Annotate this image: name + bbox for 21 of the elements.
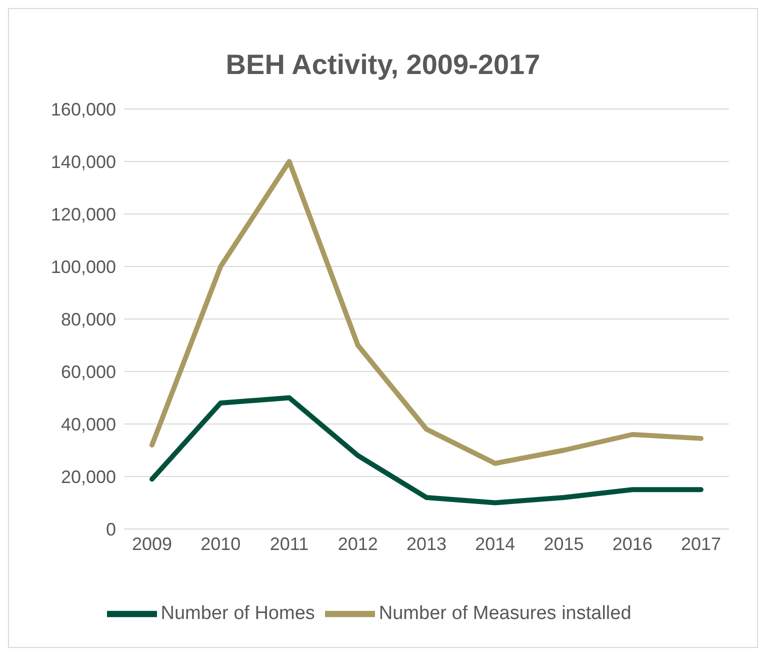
legend-label: Number of Homes <box>160 603 315 624</box>
x-tick-label: 2015 <box>544 534 584 554</box>
chart-title: BEH Activity, 2009-2017 <box>224 49 542 82</box>
x-tick-label: 2012 <box>338 534 378 554</box>
y-tick-label: 40,000 <box>60 414 116 434</box>
x-tick-label: 2011 <box>270 534 309 554</box>
x-tick-label: 2016 <box>612 534 652 554</box>
y-tick-label: 60,000 <box>60 362 116 382</box>
legend-label: Number of Measures installed <box>378 603 632 624</box>
y-tick-label: 0 <box>106 519 116 540</box>
x-tick-label: 2017 <box>680 534 722 554</box>
x-tick-label: 2010 <box>200 534 241 554</box>
y-tick-label: 120,000 <box>50 204 116 224</box>
y-tick-label: 100,000 <box>50 256 116 277</box>
y-tick-label: 140,000 <box>50 152 116 172</box>
y-tick-label: 20,000 <box>60 466 116 487</box>
y-tick-label: 160,000 <box>50 99 116 120</box>
x-tick-label: 2009 <box>132 534 172 554</box>
x-tick-label: 2014 <box>475 534 516 554</box>
x-tick-label: 2013 <box>406 534 447 554</box>
y-tick-label: 80,000 <box>60 309 116 330</box>
